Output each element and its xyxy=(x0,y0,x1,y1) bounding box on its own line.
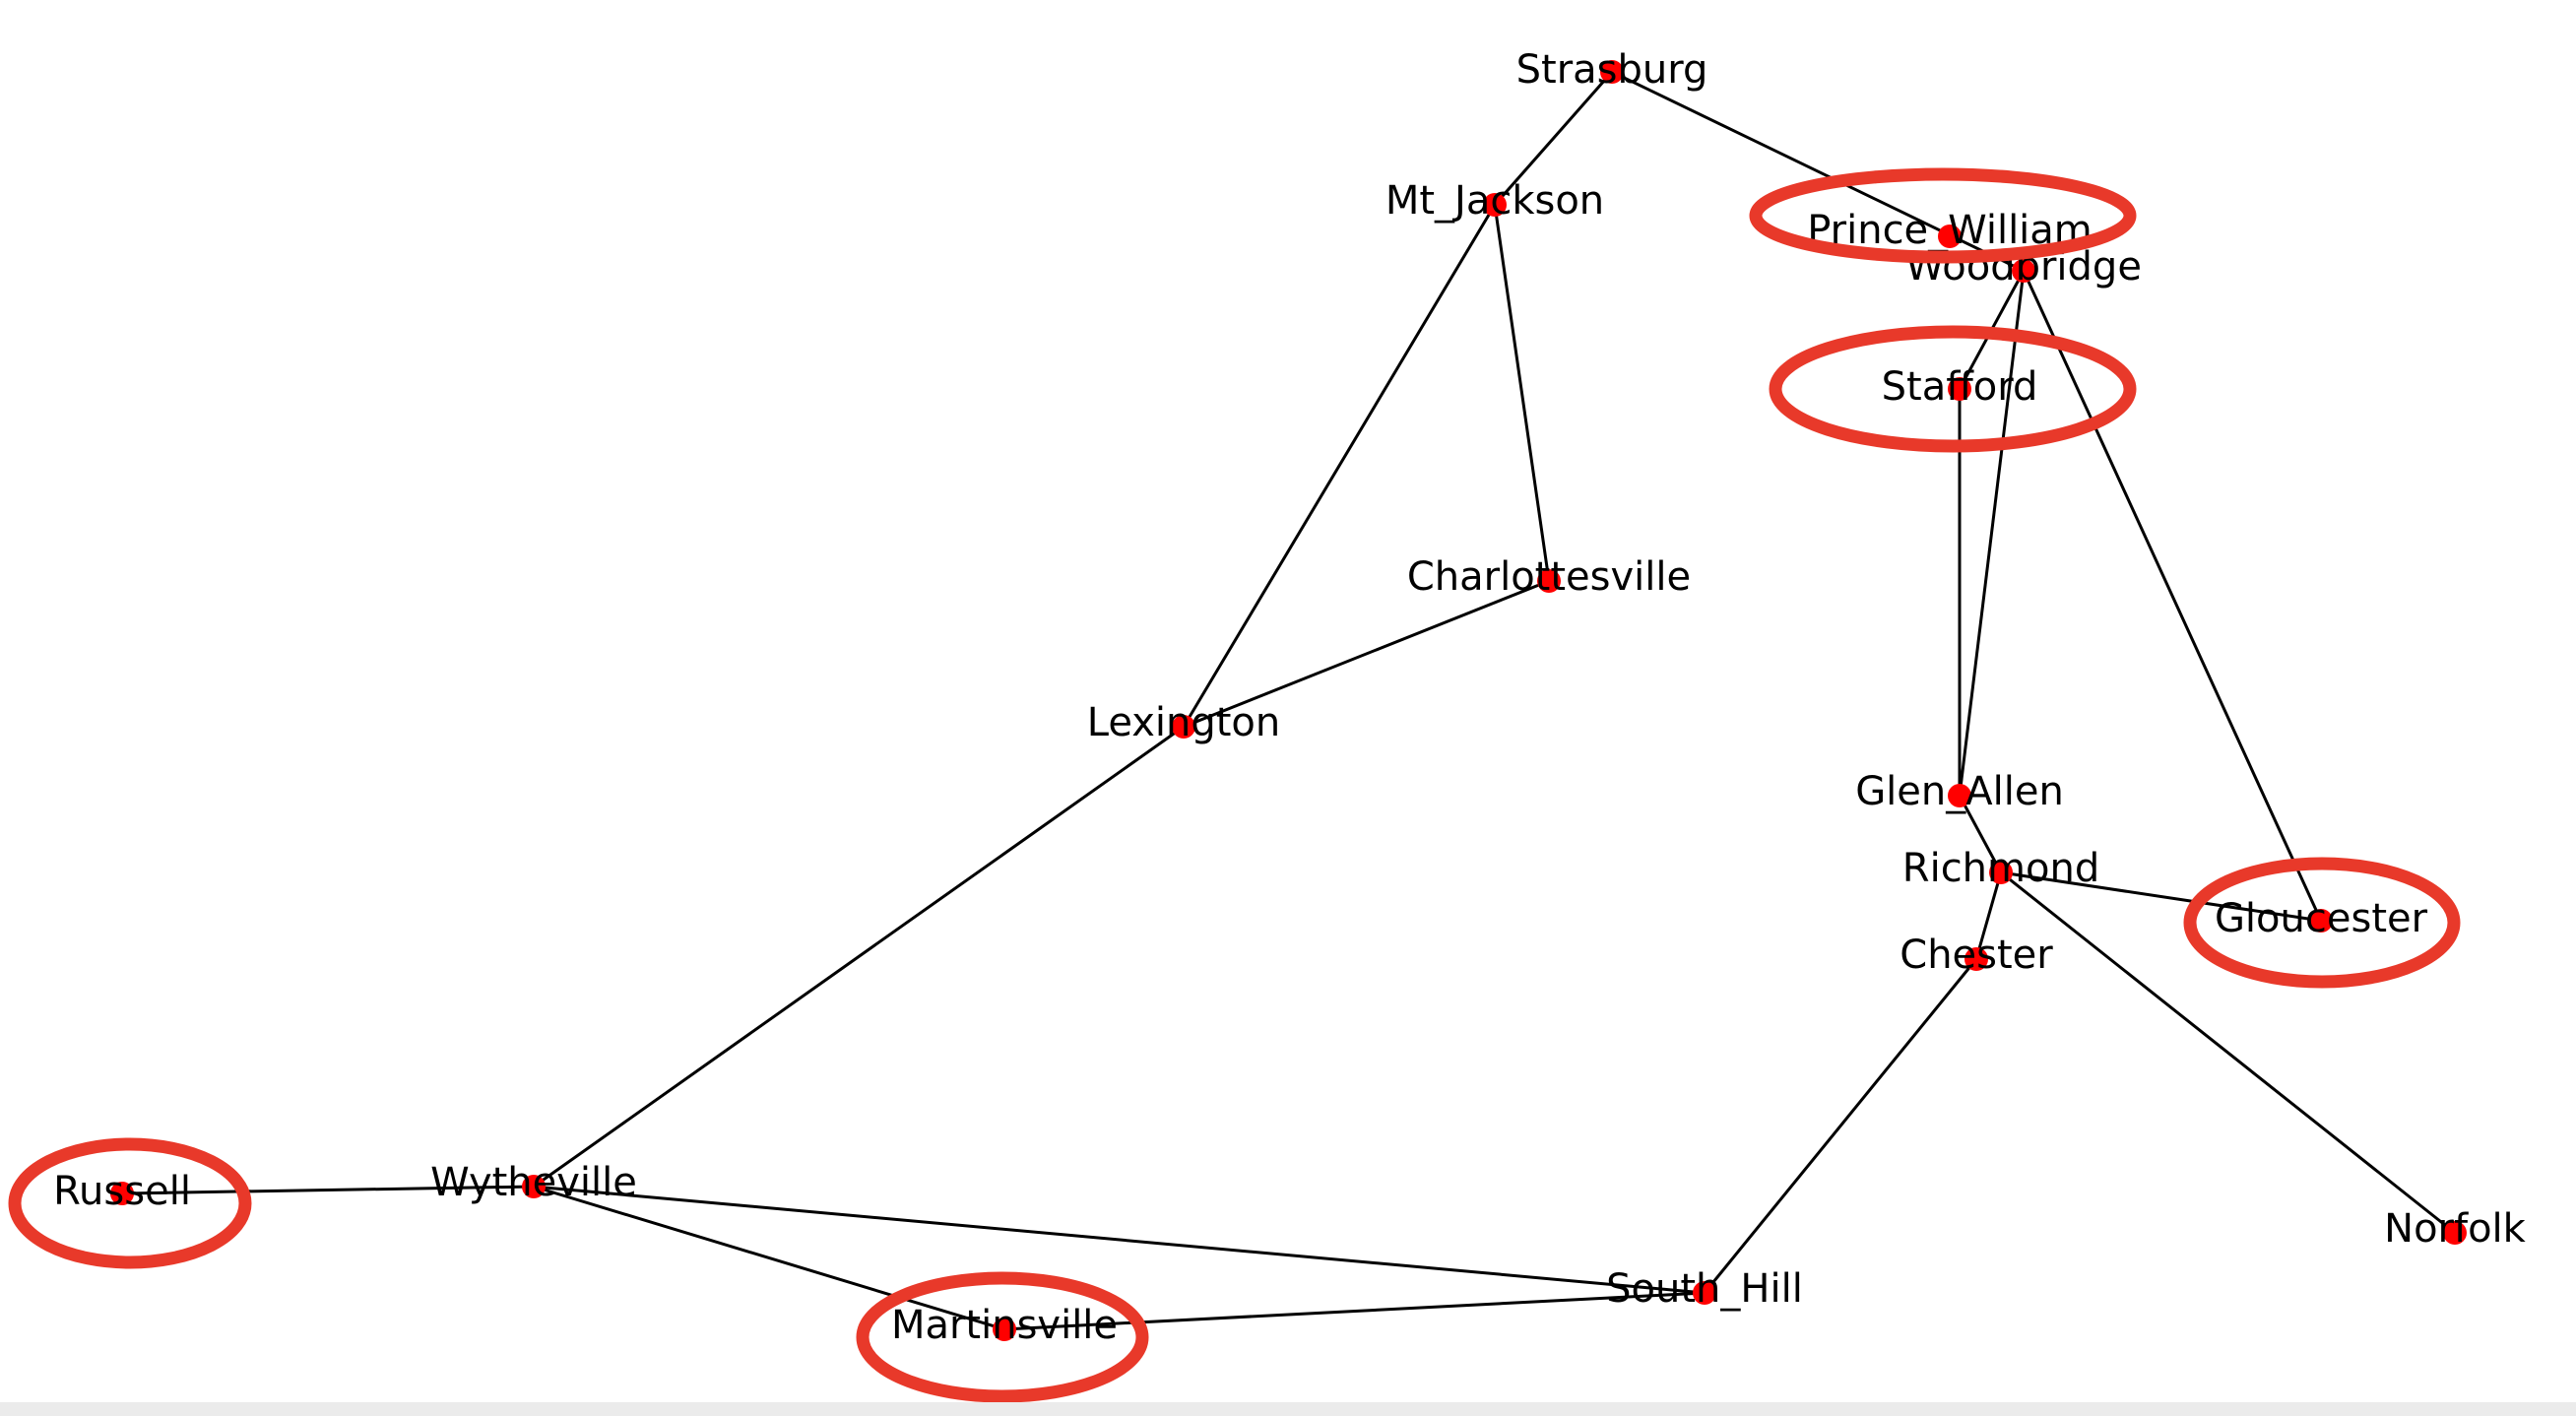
highlight-circle-prince-william xyxy=(1749,167,2137,264)
edge-martinsville-south-hill xyxy=(1003,1291,1706,1331)
edges-layer xyxy=(121,70,2456,1331)
node-mt-jackson xyxy=(1483,193,1507,217)
node-prince-william xyxy=(1938,225,1962,248)
node-label-gloucester: Gloucester xyxy=(2215,896,2428,941)
edge-charlottesville-lexington xyxy=(1183,579,1550,729)
node-stafford xyxy=(1948,377,1971,401)
edge-richmond-gloucester xyxy=(2000,870,2322,923)
node-label-martinsville: Martinsville xyxy=(891,1303,1118,1348)
node-label-russell: Russell xyxy=(53,1169,191,1214)
edge-woodbridge-glen-allen xyxy=(1958,270,2026,797)
edge-woodbridge-gloucester xyxy=(2022,270,2323,922)
highlight-circle-stafford xyxy=(1769,325,2137,453)
nodes-layer xyxy=(110,60,2467,1341)
node-label-lexington: Lexington xyxy=(1087,700,1281,745)
node-richmond xyxy=(1989,861,2013,884)
node-woodbridge xyxy=(2012,259,2035,283)
node-glen-allen xyxy=(1948,784,1971,807)
node-strasburg xyxy=(1600,60,1624,84)
edge-russell-wytheville xyxy=(121,1185,535,1195)
highlights-layer xyxy=(8,167,2461,1403)
node-south-hill xyxy=(1693,1281,1716,1305)
labels-layer: StrasburgMt_JacksonPrince_WilliamWoodbri… xyxy=(53,47,2527,1348)
edge-wytheville-south-hill xyxy=(533,1185,1706,1295)
node-wytheville xyxy=(522,1175,546,1198)
edge-mt-jackson-charlottesville xyxy=(1493,204,1551,582)
node-norfolk xyxy=(2443,1221,2467,1245)
node-label-richmond: Richmond xyxy=(1902,846,2099,891)
highlight-circle-russell xyxy=(8,1137,252,1269)
node-label-south-hill: South_Hill xyxy=(1606,1266,1803,1312)
node-label-wytheville: Wytheville xyxy=(430,1160,637,1205)
node-chester xyxy=(1964,947,1988,971)
highlight-circle-martinsville xyxy=(856,1271,1149,1403)
node-label-mt-jackson: Mt_Jackson xyxy=(1385,178,1604,224)
node-label-strasburg: Strasburg xyxy=(1516,47,1708,93)
node-charlottesville xyxy=(1537,569,1561,593)
highlight-circle-gloucester xyxy=(2183,857,2461,989)
node-russell xyxy=(110,1182,134,1205)
edge-lexington-wytheville xyxy=(533,725,1185,1189)
edge-richmond-norfolk xyxy=(2000,870,2456,1235)
node-label-norfolk: Norfolk xyxy=(2384,1206,2527,1252)
node-label-chester: Chester xyxy=(1900,933,2053,978)
node-label-charlottesville: Charlottesville xyxy=(1407,554,1691,600)
edge-glen-allen-richmond xyxy=(1958,795,2003,873)
node-gloucester xyxy=(2309,909,2333,933)
edge-richmond-chester xyxy=(1974,871,2003,960)
node-label-glen-allen: Glen_Allen xyxy=(1855,769,2064,814)
bottom-bar xyxy=(0,1402,2576,1416)
edge-chester-south-hill xyxy=(1703,958,1978,1294)
node-label-stafford: Stafford xyxy=(1882,364,2038,410)
node-lexington xyxy=(1172,715,1195,739)
edge-mt-jackson-lexington xyxy=(1182,204,1497,728)
node-martinsville xyxy=(993,1318,1016,1341)
edge-wytheville-martinsville xyxy=(533,1185,1005,1331)
edge-strasburg-mt-jackson xyxy=(1493,71,1614,206)
